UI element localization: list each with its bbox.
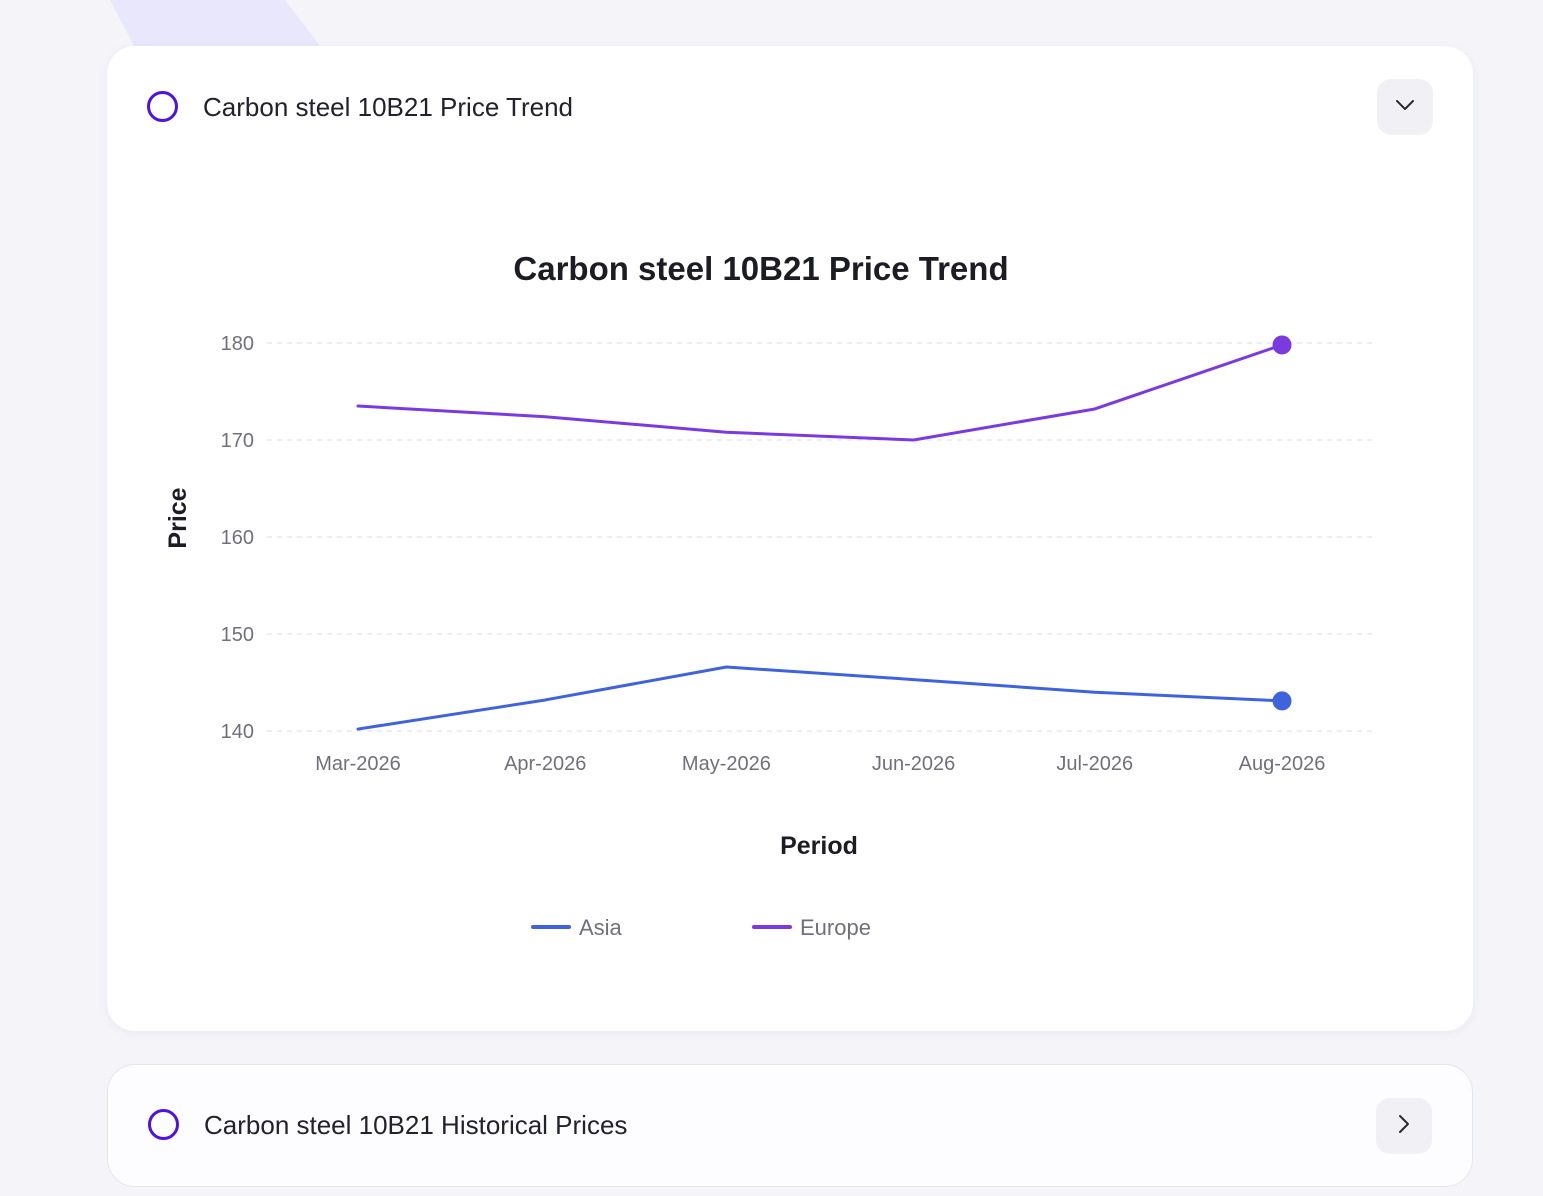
chart-title: Carbon steel 10B21 Price Trend bbox=[513, 250, 1009, 287]
price-trend-chart: 140 150 160 170 180 Mar-2026 Apr-2026 May-2026… bbox=[164, 333, 1377, 940]
x-tick-label: May-2026 bbox=[682, 753, 771, 775]
x-tick-label: Aug-2026 bbox=[1239, 753, 1326, 775]
x-tick-label: Jul-2026 bbox=[1056, 753, 1133, 775]
y-tick-label: 180 bbox=[221, 333, 254, 355]
y-tick-label: 140 bbox=[221, 721, 254, 743]
y-tick-label: 160 bbox=[221, 527, 254, 549]
legend-label-asia: Asia bbox=[579, 915, 623, 940]
series-line-europe bbox=[356, 343, 1284, 442]
expand-button[interactable] bbox=[1376, 1098, 1432, 1154]
historical-prices-card[interactable]: Carbon steel 10B21 Historical Prices bbox=[107, 1064, 1473, 1187]
background-decoration bbox=[110, 0, 320, 46]
y-tick-label: 170 bbox=[221, 430, 254, 452]
x-tick-label: Jun-2026 bbox=[872, 753, 955, 775]
y-tick-label: 150 bbox=[221, 624, 254, 646]
series-endpoint-asia bbox=[1272, 691, 1292, 711]
x-axis-label: Period bbox=[780, 832, 858, 860]
chevron-down-icon bbox=[1395, 98, 1415, 116]
card-title: Carbon steel 10B21 Historical Prices bbox=[204, 1110, 628, 1140]
x-tick-label: Apr-2026 bbox=[504, 753, 586, 775]
legend-label-europe: Europe bbox=[800, 915, 871, 940]
card-title: Carbon steel 10B21 Price Trend bbox=[203, 92, 573, 122]
series-line-asia bbox=[356, 665, 1284, 731]
circle-icon bbox=[147, 91, 178, 122]
collapse-button[interactable] bbox=[1377, 79, 1433, 135]
y-axis-label: Price bbox=[164, 487, 192, 548]
chevron-right-icon bbox=[1398, 1114, 1410, 1139]
circle-icon bbox=[148, 1109, 179, 1140]
x-tick-label: Mar-2026 bbox=[315, 753, 401, 775]
series-endpoint-europe bbox=[1272, 335, 1292, 355]
price-trend-card: Carbon steel 10B21 Price Trend Carbon st… bbox=[107, 46, 1473, 1031]
